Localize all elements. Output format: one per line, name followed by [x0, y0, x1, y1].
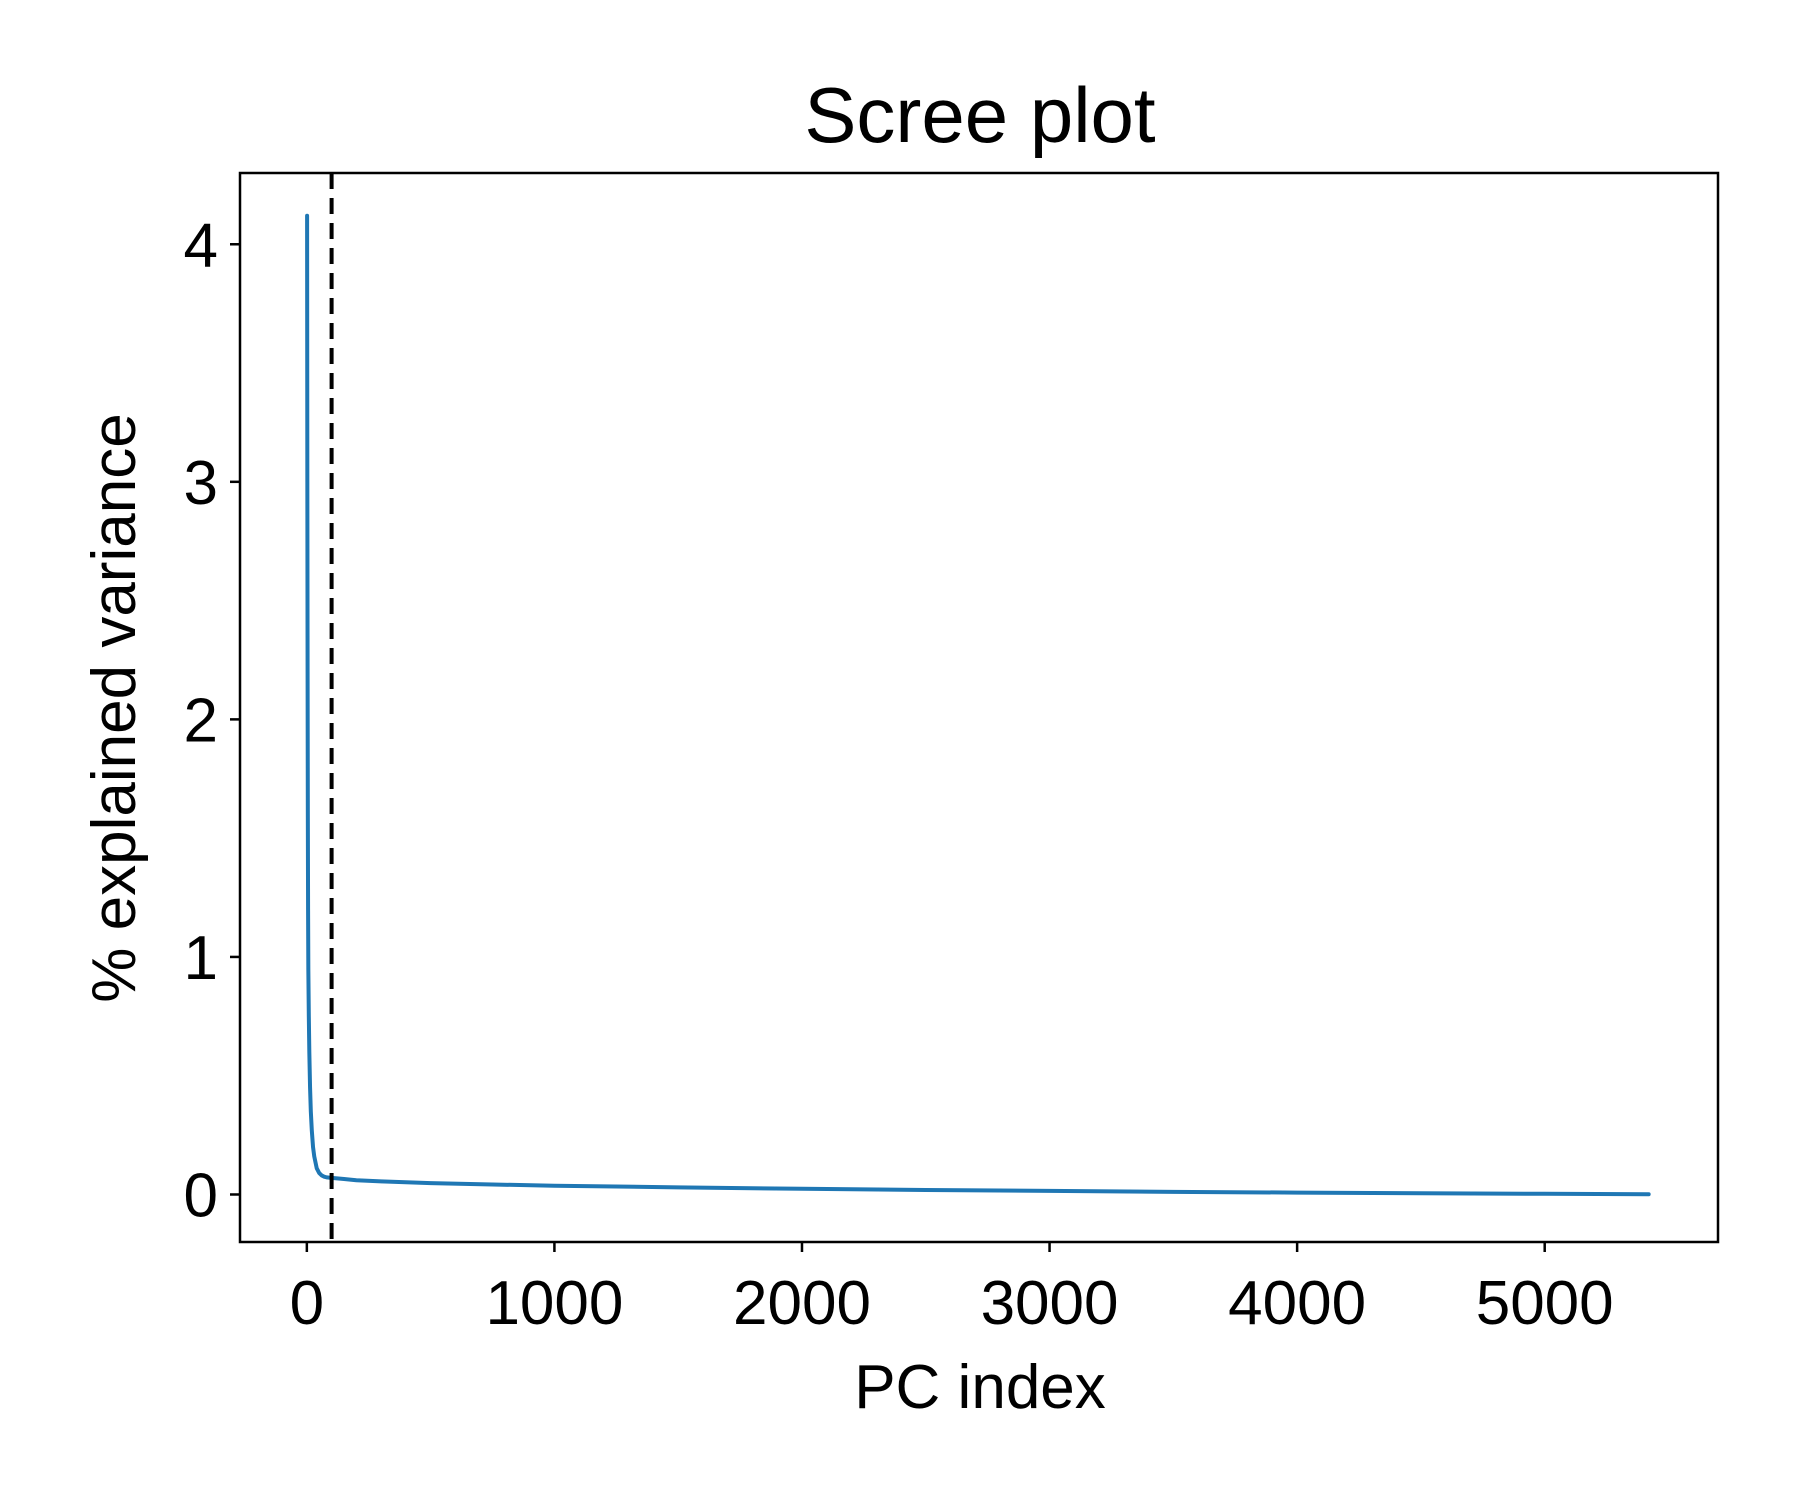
explained-variance-line [305, 213, 1651, 1197]
x-tick-label: 1000 [485, 1269, 623, 1338]
y-axis-label: % explained variance [80, 413, 149, 1002]
x-tick-label: 2000 [733, 1269, 871, 1338]
x-tick-label: 5000 [1476, 1269, 1614, 1338]
x-tick-label: 4000 [1228, 1269, 1366, 1338]
x-axis-label: PC index [854, 1353, 1106, 1422]
y-tick-label: 1 [184, 924, 218, 993]
x-axis: 0 1000 2000 3000 4000 5000 [290, 1242, 1614, 1338]
y-tick-label: 3 [184, 449, 218, 518]
plot-area-frame [238, 171, 1720, 1244]
y-tick-label: 4 [184, 211, 218, 280]
chart-title: Scree plot [804, 71, 1156, 159]
y-tick-label: 2 [184, 686, 218, 755]
x-tick-label: 3000 [981, 1269, 1119, 1338]
y-axis: 0 1 2 3 4 [184, 211, 240, 1230]
y-tick-label: 0 [184, 1161, 218, 1230]
x-tick-label: 0 [290, 1269, 324, 1338]
